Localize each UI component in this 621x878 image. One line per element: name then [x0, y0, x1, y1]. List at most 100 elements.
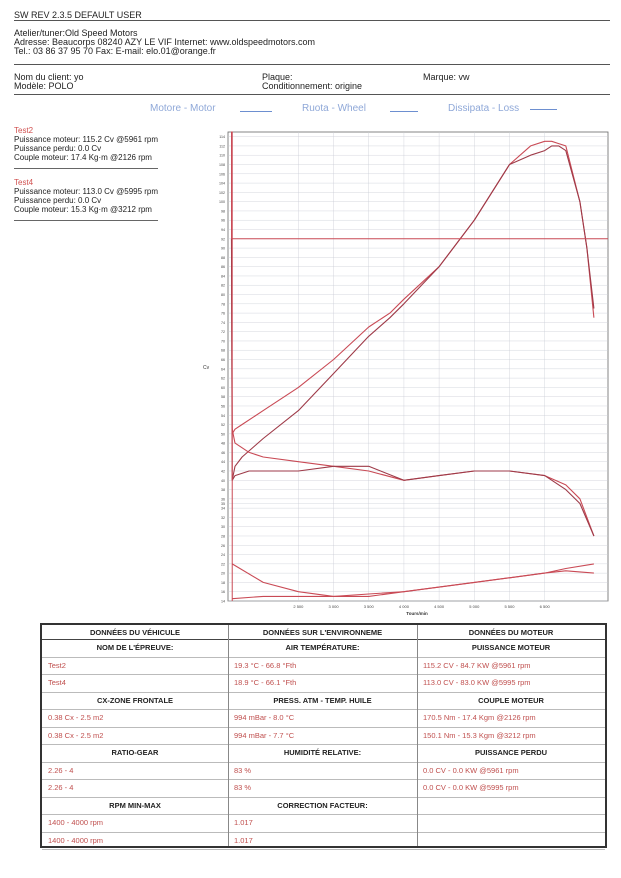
y-tick-label: 32 [221, 516, 225, 520]
company-phone: Tel.: 03 86 37 95 70 Fax: E-mail: elo.01… [14, 46, 216, 56]
vehicle-brand: Marque: vw [423, 72, 470, 82]
x-axis-label: Tours/min [406, 611, 428, 616]
y-tick-label: 80 [221, 293, 225, 297]
series-line-3 [231, 429, 595, 537]
y-tick-label: 34 [221, 507, 225, 511]
table-header: DONNÉES DU MOTEUR [468, 627, 554, 637]
table-cell: 0.38 Cx - 2.5 m2 [48, 730, 104, 740]
section-title: HUMIDITÉ RELATIVE: [283, 748, 362, 758]
company-address: Adresse: Beaucorps 08240 AZY LE VIF Inte… [14, 37, 315, 47]
table-cell: 2.26 - 4 [48, 783, 74, 793]
table-cell: 170.5 Nm - 17.4 Kgm @2126 rpm [423, 713, 536, 723]
chart-grid [227, 131, 609, 602]
y-tick-label: 36 [221, 497, 225, 501]
table-cell: 1400 - 4000 rpm [48, 835, 104, 845]
legend-wheel: Ruota - Wheel [302, 103, 366, 114]
test-line: Couple moteur: 15.3 Kg·m @3212 rpm [14, 205, 152, 214]
y-tick-label: 58 [221, 395, 225, 399]
y-tick-label: 114 [219, 135, 225, 139]
software-version: SW REV 2.3.5 DEFAULT USER [14, 10, 142, 20]
y-tick-label: 104 [219, 182, 225, 186]
y-tick-label: 108 [219, 163, 225, 167]
y-tick-label: 18 [221, 581, 225, 585]
x-tick-label: 4 500 [434, 604, 445, 609]
y-tick-label: 74 [221, 321, 225, 325]
x-tick-label: 3 500 [364, 604, 375, 609]
y-tick-label: 28 [221, 534, 225, 538]
table-cell: Test2 [48, 660, 66, 670]
y-tick-label: 102 [219, 191, 225, 195]
test-line: Puissance perdu: 0.0 Cv [14, 144, 102, 153]
table-cell [417, 832, 605, 850]
chart-series [230, 131, 608, 601]
table-cell: 2.26 - 4 [48, 765, 74, 775]
y-tick-label: 84 [221, 274, 225, 278]
section-title: PRESS. ATM - TEMP. HUILE [273, 695, 372, 705]
test-line: Puissance perdu: 0.0 Cv [14, 196, 102, 205]
y-tick-label: 64 [221, 367, 225, 371]
y-tick-label: 56 [221, 404, 225, 408]
series-line-2 [230, 145, 595, 481]
company-name: Atelier/tuner:Old Speed Motors [14, 28, 138, 38]
vehicle-condition: Conditionnement: origine [262, 81, 363, 91]
y-tick-label: 50 [221, 432, 225, 436]
legend-motor-swatch [240, 111, 272, 112]
section-title: CX-ZONE FRONTALE [96, 695, 174, 705]
y-tick-label: 48 [221, 442, 225, 446]
x-tick-labels: 2 500 3 000 3 500 4 000 4 500 5 000 5 500 6 500 [293, 604, 550, 609]
y-tick-label: 62 [221, 377, 225, 381]
plot-border [227, 131, 609, 602]
y-tick-label: 22 [221, 562, 225, 566]
section-title: NOM DE L'ÉPREUVE: [96, 643, 174, 653]
y-tick-label: 40 [221, 479, 225, 483]
table-cell: Test4 [48, 678, 66, 688]
section-title: CORRECTION FACTEUR: [277, 800, 368, 810]
section-title: RPM MIN-MAX [109, 800, 161, 810]
test-line: Couple moteur: 17.4 Kg·m @2126 rpm [14, 153, 152, 162]
y-tick-label: 86 [221, 265, 225, 269]
table-cell: 1.017 [234, 835, 253, 845]
y-tick-label: 16 [221, 590, 225, 594]
x-tick-label: 5 000 [469, 604, 480, 609]
test-line: Puissance moteur: 115.2 Cv @5961 rpm [14, 135, 159, 144]
series-line-4 [231, 465, 595, 537]
y-tick-label: 112 [219, 144, 225, 148]
y-tick-label: 52 [221, 423, 225, 427]
y-tick-label: 76 [221, 312, 225, 316]
table-cell: 83 % [234, 783, 252, 793]
table-cell: 0.0 CV - 0.0 KW @5961 rpm [423, 765, 519, 775]
table-header: DONNÉES DU VÉHICULE [89, 627, 180, 637]
client-rule [14, 94, 610, 95]
y-tick-label: 35 [221, 502, 225, 506]
table-cell: 115.2 CV - 84.7 KW @5961 rpm [423, 660, 531, 670]
y-tick-label: 66 [221, 358, 225, 362]
y-tick-label: 106 [219, 172, 225, 176]
x-tick-label: 3 000 [329, 604, 340, 609]
start-spike [231, 131, 233, 601]
y-tick-label: 72 [221, 330, 225, 334]
x-tick-label: 5 500 [504, 604, 515, 609]
client-name: Nom du client: yo [14, 72, 84, 82]
y-tick-label: 70 [221, 339, 225, 343]
company-rule [14, 64, 610, 65]
y-tick-label: 88 [221, 256, 225, 260]
dyno-chart: 114 112 110 108 106 104 102 100 98 96 94 92 90 88 86 84… [203, 131, 609, 616]
legend-loss-swatch [530, 109, 557, 110]
table-cell: 113.0 CV - 83.0 KW @5995 rpm [423, 678, 531, 688]
test-name: Test4 [14, 178, 34, 187]
table-cell: 1400 - 4000 rpm [48, 818, 104, 828]
x-tick-label: 4 000 [399, 604, 410, 609]
y-tick-label: 14 [221, 600, 225, 604]
y-tick-label: 60 [221, 386, 225, 390]
x-tick-label: 6 500 [540, 604, 551, 609]
table-cell: 0.0 CV - 0.0 KW @5995 rpm [423, 783, 519, 793]
section-title: PUISSANCE PERDU [474, 748, 548, 758]
legend-loss: Dissipata - Loss [448, 103, 520, 114]
y-tick-label: 100 [219, 200, 225, 204]
y-tick-label: 46 [221, 451, 225, 455]
y-tick-label: 54 [221, 414, 225, 418]
table-cell: 994 mBar - 8.0 °C [234, 713, 295, 723]
y-tick-label: 30 [221, 525, 225, 529]
section-title: PUISSANCE MOTEUR [471, 643, 551, 653]
x-tick-label: 2 500 [293, 604, 304, 609]
